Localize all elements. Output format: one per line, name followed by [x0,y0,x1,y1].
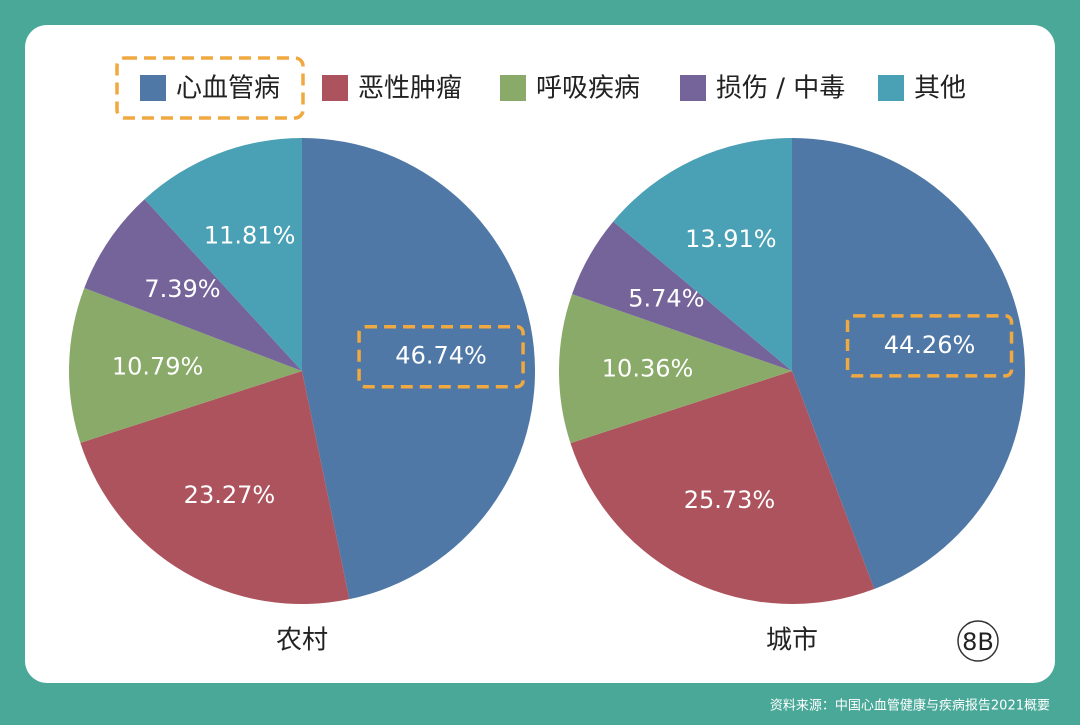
legend-swatch [500,75,526,101]
legend-label: 心血管病 [176,74,280,104]
pie-slice [84,199,302,371]
legend-label: 其他 [914,74,966,104]
data-label: 5.74% [628,285,704,313]
pie-slice [68,287,302,443]
data-label: 10.79% [112,352,204,380]
pie-slice [613,138,792,371]
data-label: 11.81% [204,221,296,249]
legend-swatch [140,75,166,101]
pie-slice [570,371,875,604]
pie-slice [80,371,350,605]
pie-slice [572,221,792,371]
logo: 8B [962,628,994,656]
legend-highlight [115,56,305,120]
pie-slice [144,138,302,371]
source-note: 资料来源：中国心血管健康与疾病报告2021概要 [770,698,1050,714]
pie-slice [302,138,535,600]
data-label: 46.74% [395,342,487,370]
legend-swatch [322,75,348,101]
legend-label: 呼吸疾病 [536,74,640,104]
data-label: 7.39% [144,275,220,303]
legend-swatch [878,75,904,101]
data-label: 44.26% [884,331,976,359]
data-label: 23.27% [184,481,276,509]
data-label: 10.36% [602,354,694,382]
pie-title: 农村 [276,626,328,656]
legend-label: 恶性肿瘤 [358,74,462,104]
label-highlight [845,314,1014,378]
legend-swatch [680,75,706,101]
pie-slice [792,138,1025,590]
label-highlight [357,324,525,389]
logo-circle [957,620,999,662]
pie-slice [558,294,792,444]
data-label: 25.73% [684,486,776,514]
data-label: 13.91% [685,225,777,253]
legend-label: 损伤 / 中毒 [716,74,845,104]
pie-title: 城市 [766,626,818,656]
